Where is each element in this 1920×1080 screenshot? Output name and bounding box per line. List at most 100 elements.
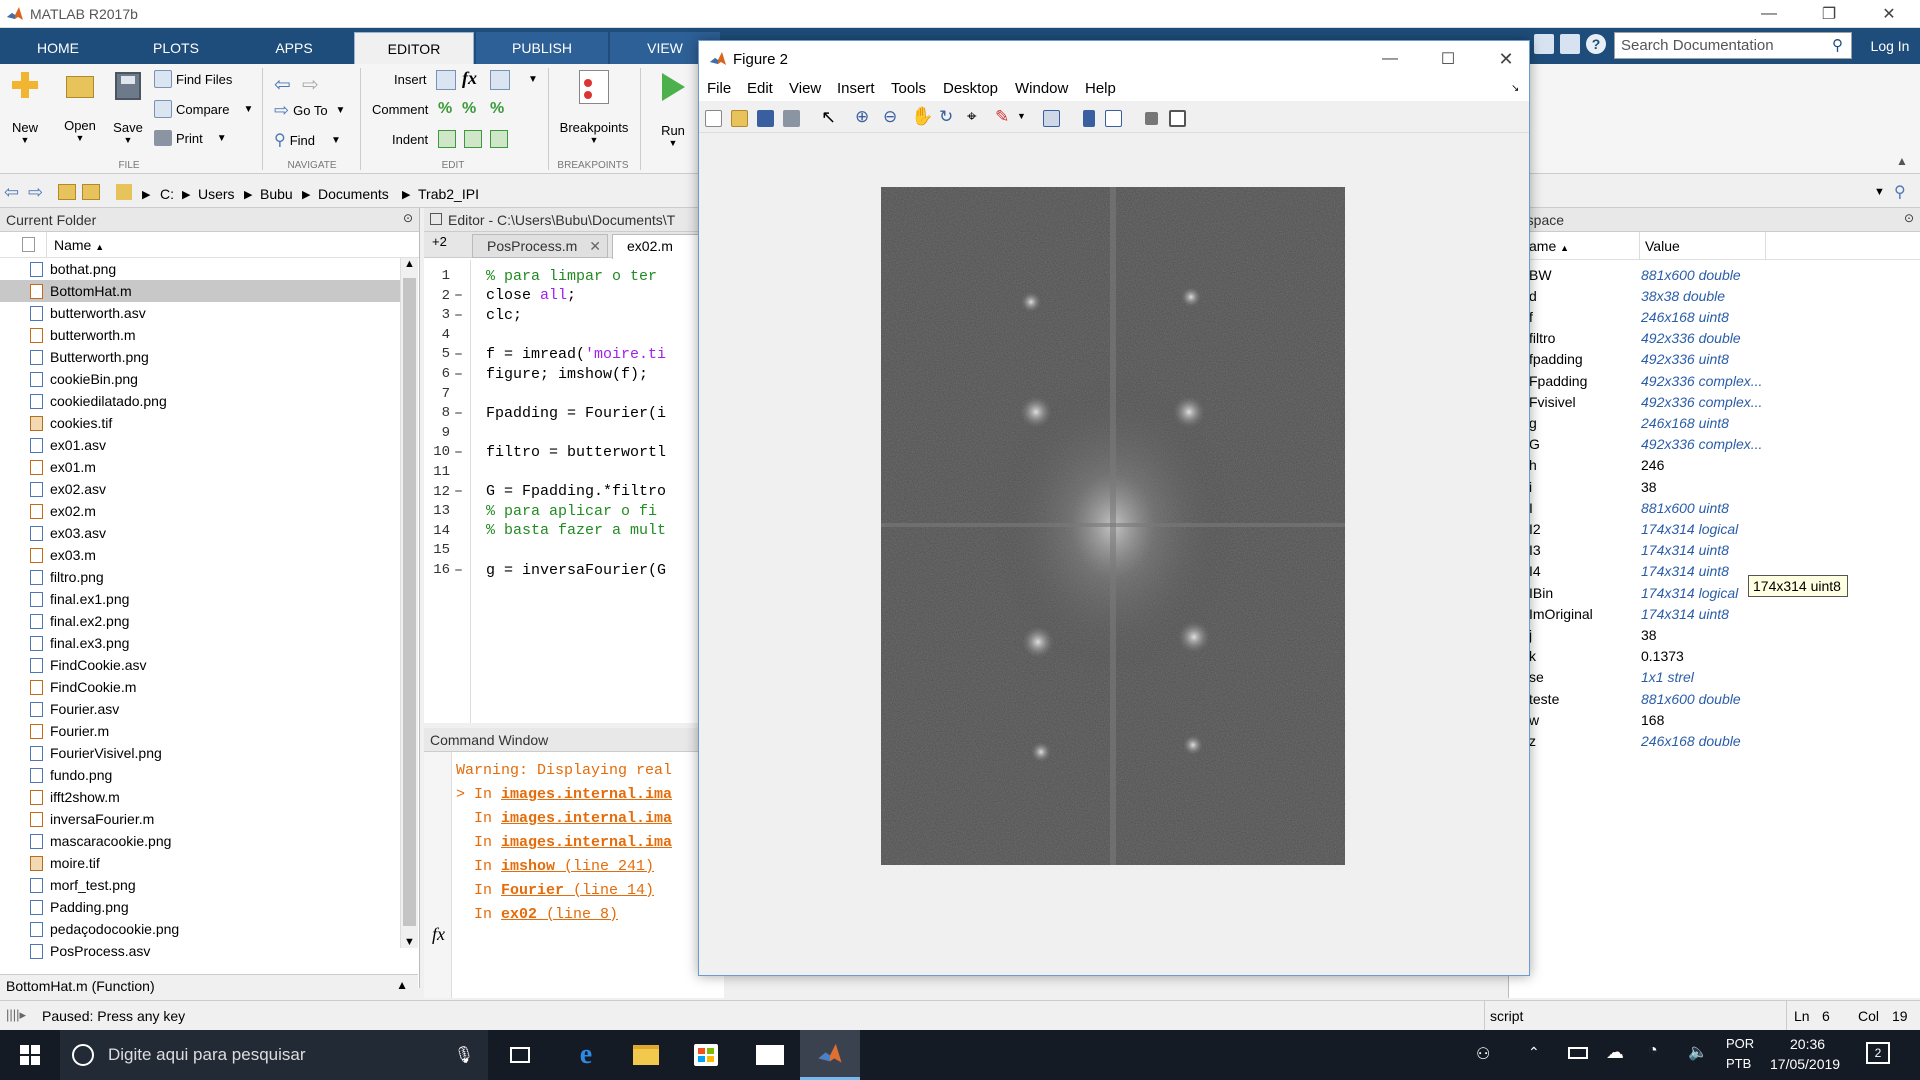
- menu-desktop[interactable]: Desktop: [943, 80, 999, 97]
- breakpoint-marker[interactable]: –: [454, 561, 464, 579]
- breakpoint-marker[interactable]: –: [454, 443, 464, 461]
- collapse-toolstrip-icon[interactable]: ▲: [1896, 154, 1908, 168]
- code-area[interactable]: 1% para limpar o ter 2– close all; 3– clc; 4 5…: [424, 260, 724, 723]
- file-row[interactable]: FourierVisivel.png: [0, 742, 400, 764]
- file-row[interactable]: Butterworth.png: [0, 346, 400, 368]
- open-button[interactable]: Open ▼: [58, 70, 102, 143]
- back-icon[interactable]: ⇦: [4, 182, 20, 202]
- file-row[interactable]: cookieBin.png: [0, 368, 400, 390]
- file-row[interactable]: ex03.m: [0, 544, 400, 566]
- wrap-comments-icon[interactable]: %: [462, 100, 477, 117]
- file-row[interactable]: final.ex2.png: [0, 610, 400, 632]
- file-row[interactable]: ex01.asv: [0, 434, 400, 456]
- file-row[interactable]: final.ex3.png: [0, 632, 400, 654]
- brush-dropdown-icon[interactable]: ▼: [1017, 111, 1026, 121]
- workspace-variable-row[interactable]: se 1x1 strel: [1509, 667, 1919, 688]
- menu-window[interactable]: Window: [1015, 80, 1069, 97]
- workspace-variable-row[interactable]: d 38x38 double: [1509, 285, 1919, 306]
- file-row[interactable]: cookiedilatado.png: [0, 390, 400, 412]
- search-icon[interactable]: ⚲: [1832, 37, 1843, 54]
- ws-value-column[interactable]: Value: [1645, 238, 1680, 254]
- minimize-button[interactable]: —: [1761, 5, 1777, 22]
- back-arrow-icon[interactable]: ⇦: [274, 74, 291, 96]
- notifications-button[interactable]: 2: [1866, 1042, 1890, 1064]
- type-column-icon[interactable]: [22, 237, 35, 252]
- menu-view[interactable]: View: [789, 80, 822, 97]
- breadcrumb-documents[interactable]: Documents: [318, 186, 389, 202]
- forward-arrow-icon[interactable]: ⇨: [302, 74, 319, 96]
- tab-apps[interactable]: APPS: [275, 40, 313, 56]
- start-button[interactable]: [0, 1030, 60, 1080]
- colorbar-icon[interactable]: [1083, 110, 1095, 127]
- details-bar[interactable]: BottomHat.m (Function) ▲: [0, 974, 418, 998]
- run-button[interactable]: Run ▼: [648, 70, 698, 148]
- microphone-icon[interactable]: 🎙: [453, 1047, 474, 1064]
- file-row[interactable]: fundo.png: [0, 764, 400, 786]
- rotate-3d-icon[interactable]: ↻: [939, 107, 954, 126]
- workspace-variable-row[interactable]: j 38: [1509, 624, 1919, 645]
- breakpoint-marker[interactable]: –: [454, 483, 464, 501]
- edge-app[interactable]: e: [556, 1030, 616, 1080]
- log-in-button[interactable]: Log In: [1870, 37, 1910, 54]
- file-row[interactable]: inversaFourier.m: [0, 808, 400, 830]
- clock-time[interactable]: 20:36: [1790, 1036, 1826, 1052]
- clock-date[interactable]: 17/05/2019: [1770, 1056, 1841, 1072]
- volume-icon[interactable]: 🔈: [1688, 1044, 1708, 1061]
- trace-link[interactable]: Fourier: [501, 881, 565, 899]
- breakpoint-marker[interactable]: –: [454, 287, 464, 305]
- breakpoint-marker[interactable]: –: [454, 345, 464, 363]
- workspace-variable-row[interactable]: i 38: [1509, 476, 1919, 497]
- data-cursor-icon[interactable]: ⌖: [967, 107, 977, 126]
- community-icon[interactable]: [1560, 34, 1580, 54]
- workspace-variable-row[interactable]: ImOriginal 174x314 uint8: [1509, 603, 1919, 624]
- insert-function-icon[interactable]: fx: [462, 68, 477, 88]
- input-language[interactable]: POR: [1726, 1036, 1755, 1051]
- figure-close-button[interactable]: ✕: [1498, 48, 1514, 69]
- workspace-variable-row[interactable]: w 168: [1509, 709, 1919, 730]
- insert-icon-3[interactable]: [490, 70, 510, 90]
- tab-editor[interactable]: EDITOR: [354, 32, 474, 64]
- function-browser-icon[interactable]: fx: [432, 924, 445, 944]
- workspace-variable-row[interactable]: I3 174x314 uint8: [1509, 540, 1919, 561]
- file-row[interactable]: PosProcess.asv: [0, 940, 400, 962]
- breakpoint-marker[interactable]: –: [454, 404, 464, 422]
- breadcrumb-c[interactable]: C:: [160, 186, 174, 202]
- breadcrumb-bubu[interactable]: Bubu: [260, 186, 293, 202]
- pan-icon[interactable]: ✋: [911, 106, 934, 126]
- file-row[interactable]: ex02.asv: [0, 478, 400, 500]
- file-row[interactable]: ex03.asv: [0, 522, 400, 544]
- breakpoint-marker[interactable]: –: [454, 306, 464, 324]
- help-icon[interactable]: ?: [1586, 34, 1606, 54]
- workspace-variable-row[interactable]: Fpadding 492x336 complex...: [1509, 370, 1919, 391]
- battery-icon[interactable]: [1568, 1047, 1588, 1059]
- new-figure-icon[interactable]: [705, 110, 722, 127]
- onedrive-icon[interactable]: ☁: [1606, 1042, 1624, 1062]
- comment-button[interactable]: Comment: [372, 102, 429, 117]
- tab-plots[interactable]: PLOTS: [153, 40, 199, 56]
- tab-home[interactable]: HOME: [37, 40, 79, 56]
- print-button[interactable]: Print ▼: [154, 130, 227, 146]
- ws-name-column[interactable]: ame ▲: [1529, 238, 1570, 254]
- open-file-icon[interactable]: [731, 110, 748, 127]
- figure-minimize-button[interactable]: —: [1382, 50, 1398, 67]
- save-figure-icon[interactable]: [757, 110, 774, 127]
- workspace-variable-row[interactable]: filtro 492x336 double: [1509, 328, 1919, 349]
- file-row[interactable]: cookies.tif: [0, 412, 400, 434]
- workspace-variable-row[interactable]: BW 881x600 double: [1509, 264, 1919, 285]
- print-figure-icon[interactable]: [783, 110, 800, 127]
- matlab-app[interactable]: [800, 1030, 860, 1080]
- trace-link[interactable]: images.internal.ima: [501, 809, 673, 827]
- find-button[interactable]: ⚲ Find ▼: [274, 132, 341, 149]
- file-row[interactable]: moire.tif: [0, 852, 400, 874]
- workspace-variable-row[interactable]: teste 881x600 double: [1509, 688, 1919, 709]
- editor-tab-overflow[interactable]: +2: [432, 234, 447, 249]
- wifi-icon[interactable]: ◔: [1648, 1042, 1658, 1059]
- name-column-header[interactable]: Name ▲: [54, 237, 105, 253]
- workspace-variable-row[interactable]: I 881x600 uint8: [1509, 497, 1919, 518]
- store-app[interactable]: [676, 1030, 736, 1080]
- breadcrumb-trab2[interactable]: Trab2_IPI: [418, 186, 479, 202]
- forward-icon[interactable]: ⇨: [28, 182, 44, 202]
- workspace-variable-row[interactable]: h 246: [1509, 455, 1919, 476]
- workspace-variable-row[interactable]: z 246x168 double: [1509, 730, 1919, 751]
- edit-plot-icon[interactable]: ↖: [821, 107, 837, 127]
